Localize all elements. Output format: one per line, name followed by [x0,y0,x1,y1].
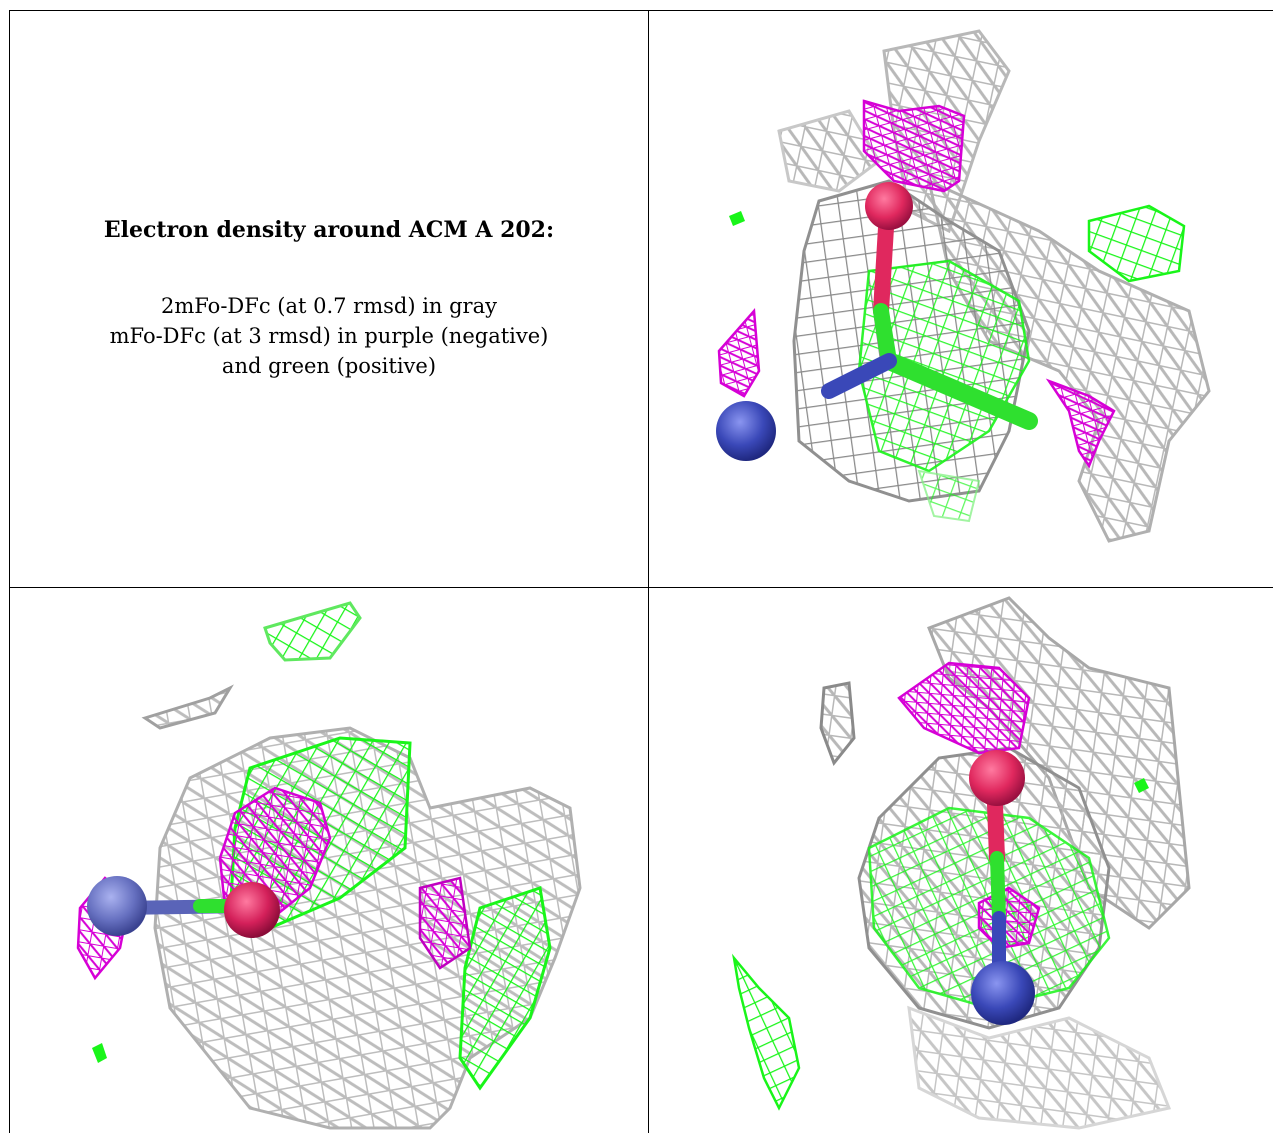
table-border-mid-horizontal [9,587,1273,588]
purple-density-right [1045,378,1116,469]
caption-title: Electron density around ACM A 202: [103,216,555,243]
table-border-top [9,10,1273,11]
oxygen-atom [224,882,280,938]
nitrogen-atom [87,876,147,936]
green-density-center [857,259,1031,473]
caption-cell: Electron density around ACM A 202: 2mFo-… [10,10,648,587]
legend-line-green: and green (positive) [221,353,437,378]
view-bottom-left [10,588,648,1133]
legend-line-gray: 2mFo-DFc (at 0.7 rmsd) in gray [160,293,497,318]
green-density-left [732,953,801,1111]
view-bottom-right [649,588,1273,1133]
table-border-left [9,10,10,1133]
purple-density-top [897,661,1031,755]
view-top-right [649,11,1273,587]
legend-line-purple: mFo-DFc (at 3 rmsd) in purple (negative) [109,323,549,348]
caption-legend: 2mFo-DFc (at 0.7 rmsd) in gray mFo-DFc (… [110,291,549,381]
purple-density-left [717,307,761,398]
green-density-right [1087,204,1186,283]
nitrogen-atom [716,401,776,461]
oxygen-atom [969,750,1025,806]
table-border-mid-vertical [648,10,649,1133]
oxygen-atom [865,182,913,230]
nitrogen-atom [971,961,1035,1025]
green-density-right [458,886,552,1091]
purple-density-top [862,99,966,193]
